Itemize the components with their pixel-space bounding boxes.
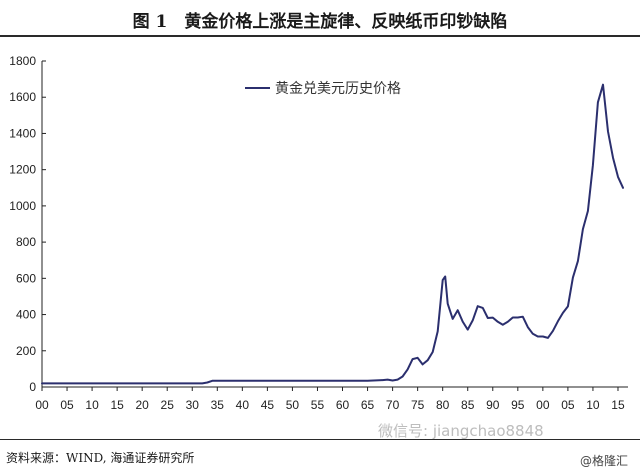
x-tick-label-1920: 20 [135, 398, 149, 412]
chart-title: 图 1 黄金价格上涨是主旋律、反映纸币印钞缺陷 [132, 12, 508, 32]
x-tick-label-2010: 10 [586, 398, 600, 412]
y-tick-label-1200: 1200 [9, 163, 36, 177]
x-tick-label-1900: 00 [35, 398, 49, 412]
y-tick-label-0: 0 [29, 380, 36, 394]
y-tick-label-200: 200 [16, 344, 36, 358]
x-tick-label-2000: 00 [536, 398, 550, 412]
x-tick-label-1970: 70 [386, 398, 400, 412]
y-tick-label-1000: 1000 [9, 199, 36, 213]
x-tick-label-1940: 40 [236, 398, 250, 412]
legend-label: 黄金兑美元历史价格 [275, 80, 401, 97]
y-tick-label-400: 400 [16, 308, 36, 322]
x-tick-label-1980: 80 [436, 398, 450, 412]
x-tick-label-1955: 55 [311, 398, 325, 412]
x-tick-label-1990: 90 [486, 398, 500, 412]
x-tick-label-1915: 15 [110, 398, 124, 412]
y-tick-label-800: 800 [16, 235, 36, 249]
title-bar: 图 1 黄金价格上涨是主旋律、反映纸币印钞缺陷 [0, 0, 640, 34]
y-tick-label-1600: 1600 [9, 90, 36, 104]
x-tick-label-1975: 75 [411, 398, 425, 412]
x-tick-label-2005: 05 [561, 398, 575, 412]
wechat-watermark: 微信号: jiangchao8848 [378, 422, 544, 440]
y-tick-label-1800: 1800 [9, 54, 36, 68]
x-tick-label-1960: 60 [336, 398, 350, 412]
title-rule [0, 35, 640, 37]
brand-watermark: @格隆汇 [580, 454, 629, 468]
x-tick-label-2015: 15 [611, 398, 625, 412]
source-note: 资料来源：WIND, 海通证券研究所 [6, 451, 195, 465]
x-tick-label-1910: 10 [85, 398, 99, 412]
x-tick-label-1945: 45 [261, 398, 275, 412]
x-tick-label-1995: 95 [511, 398, 525, 412]
y-tick-label-600: 600 [16, 271, 36, 285]
source-rule [0, 439, 640, 440]
x-tick-label-1965: 65 [361, 398, 375, 412]
y-tick-label-1400: 1400 [9, 126, 36, 140]
x-tick-label-1930: 30 [186, 398, 200, 412]
x-tick-label-1925: 25 [161, 398, 175, 412]
series-line-gold-price [41, 83, 624, 385]
x-tick-label-1905: 05 [60, 398, 74, 412]
x-tick-label-1950: 50 [286, 398, 300, 412]
x-tick-label-1985: 85 [461, 398, 475, 412]
x-tick-label-1935: 35 [211, 398, 225, 412]
